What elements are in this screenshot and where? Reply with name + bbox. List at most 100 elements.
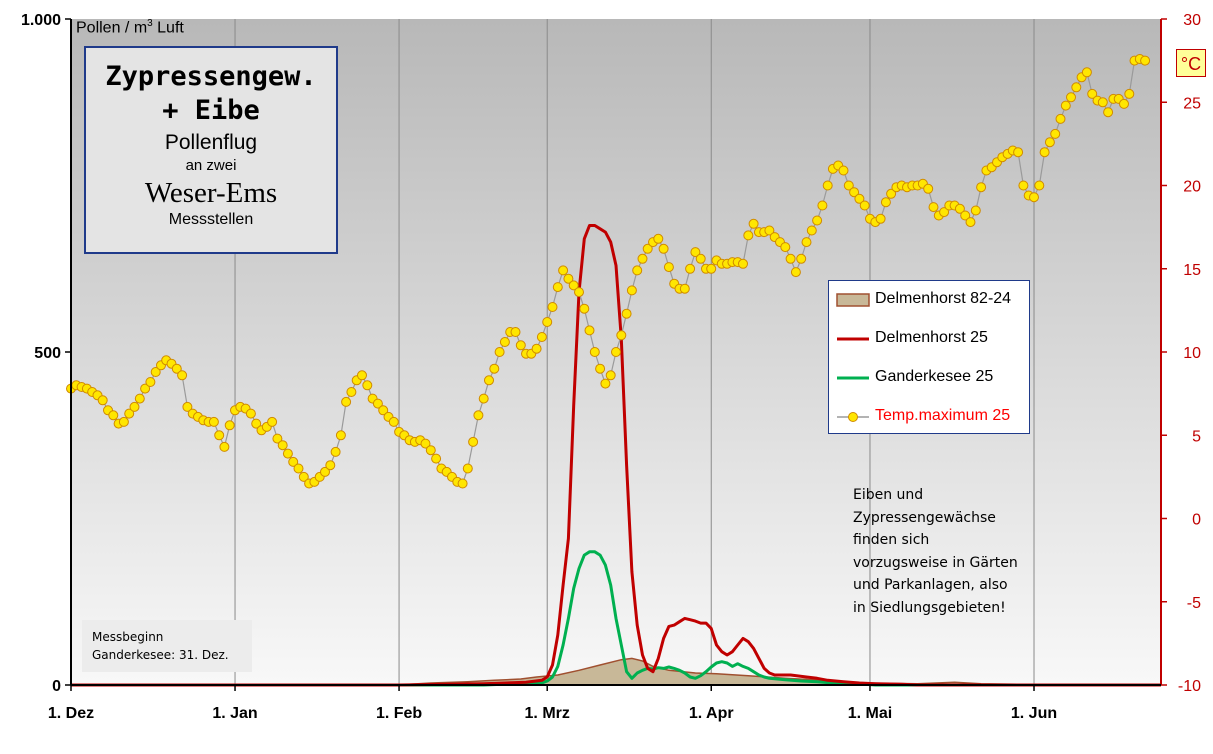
degree-unit-label: °C (1176, 49, 1206, 77)
temp-point (145, 377, 156, 387)
title-line-1: Zypressengew. (105, 61, 317, 92)
temp-point (118, 416, 129, 427)
temp-point (531, 343, 542, 354)
right-tick-label: 30 (1183, 12, 1201, 29)
right-tick-label: -5 (1187, 595, 1201, 612)
temp-point (626, 285, 637, 296)
temp-point (738, 258, 748, 269)
temp-point (388, 416, 399, 427)
measurement-info-line-1: Messbeginn (92, 630, 164, 644)
temp-point (574, 287, 584, 298)
temp-point (801, 237, 812, 248)
temp-point (293, 463, 304, 474)
temp-point (489, 363, 500, 374)
left-tick-label: 1.000 (21, 12, 61, 29)
temp-point (171, 363, 182, 374)
series-lines (71, 224, 1161, 687)
title-line-2: + Eibe (162, 95, 260, 126)
legend-label: Ganderkesee 25 (875, 368, 994, 385)
temp-point (378, 405, 389, 416)
x-tick-label: 1. Mai (848, 705, 892, 722)
temp-point (510, 327, 521, 337)
temp-point (1124, 88, 1135, 99)
temp-point (97, 395, 108, 406)
right-tick-label: 5 (1192, 428, 1201, 445)
temp-point (1097, 97, 1108, 108)
temp-point (129, 401, 140, 412)
temp-point (484, 375, 494, 386)
temp-point (790, 267, 801, 278)
temp-point (272, 433, 283, 444)
temp-point (1066, 92, 1076, 103)
legend-swatch-line-red (837, 337, 869, 341)
title-line-3: Pollenflug (164, 131, 258, 154)
x-axis-ticks: 1. Dez 1. Jan 1. Feb 1. Mrz 1. Apr 1. Mai 1. J… (48, 685, 1057, 722)
x-tick-label: 1. Mrz (525, 705, 570, 722)
legend-label: Delmenhorst 25 (875, 329, 988, 346)
right-tick-label: 0 (1192, 512, 1201, 529)
legend: Delmenhorst 82-24 Delmenhorst 25 Ganderk… (828, 280, 1030, 434)
temp-point (685, 263, 696, 274)
temp-point (568, 280, 579, 291)
legend-entry-delmenhorst-25: Delmenhorst 25 (835, 328, 1029, 350)
temp-point (134, 393, 145, 404)
left-tick-label: 0 (52, 678, 61, 695)
legend-entry-ganderkesee-25: Ganderkesee 25 (835, 367, 1029, 389)
temp-point (806, 225, 817, 236)
temp-point (473, 410, 484, 421)
temp-point (965, 217, 976, 228)
temp-point (536, 332, 547, 342)
temp-point (859, 200, 870, 211)
temp-point (499, 337, 510, 347)
temp-point (1013, 147, 1024, 158)
temp-point (251, 418, 262, 429)
legend-swatch-area (836, 293, 870, 307)
temp-point (245, 408, 256, 419)
x-tick-label: 1. Apr (689, 705, 734, 722)
temp-point (177, 370, 188, 381)
temp-point (632, 265, 643, 276)
right-tick-label: 20 (1183, 179, 1201, 196)
temp-point (1050, 128, 1061, 139)
temp-point (330, 446, 341, 457)
temp-point (579, 303, 590, 314)
temp-point (288, 456, 299, 467)
temp-point (1029, 192, 1039, 203)
temp-point (494, 347, 505, 357)
right-tick-label: 10 (1183, 345, 1201, 362)
legend-entry-temp-maximum-25: Temp.maximum 25 (835, 406, 1029, 428)
temp-point (970, 205, 981, 216)
temp-point (277, 440, 288, 451)
temp-point (817, 200, 828, 211)
legend-label: Temp.maximum 25 (875, 407, 1011, 424)
measurement-info-line-2: Ganderkesee: 31. Dez. (92, 648, 229, 662)
temp-point (616, 330, 627, 341)
temp-point (515, 340, 526, 351)
temp-point (796, 253, 807, 264)
x-tick-label: 1. Jun (1011, 705, 1057, 722)
temp-point (589, 347, 600, 357)
unit-label: Pollen / m3 Luft (76, 18, 184, 37)
left-tick-label: 500 (34, 345, 61, 362)
temp-point (976, 182, 987, 193)
temp-point (1055, 113, 1066, 124)
temp-point (954, 203, 965, 214)
temp-point (1087, 88, 1098, 99)
temp-point (108, 410, 119, 421)
legend-swatch-marker (837, 412, 869, 422)
temp-point (764, 225, 775, 236)
temp-point (1044, 137, 1055, 148)
temp-point (706, 263, 717, 274)
temp-point (140, 383, 151, 394)
temp-point (695, 253, 706, 264)
temp-point (478, 393, 489, 404)
right-tick-label: 25 (1183, 95, 1201, 112)
temp-point (1034, 180, 1045, 191)
temp-point (605, 370, 616, 381)
temp-point (653, 233, 664, 244)
temp-point (1060, 100, 1071, 111)
x-tick-label: 1. Feb (376, 705, 422, 722)
temp-point (547, 302, 558, 312)
temp-point (584, 325, 595, 336)
temp-point (1140, 55, 1151, 66)
